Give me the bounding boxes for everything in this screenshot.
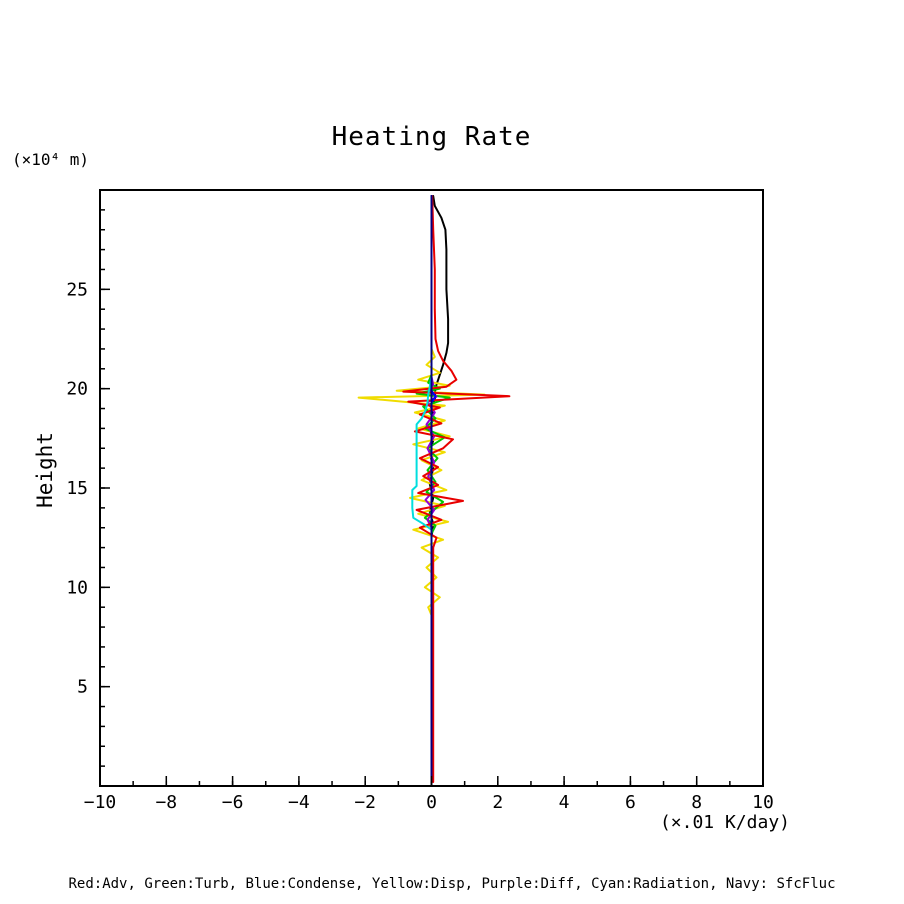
x-axis-unit-label: (×.01 K/day) [659,812,790,833]
series-Radiation [411,195,433,783]
y-tick-label: 10 [66,577,88,598]
y-tick-label: 20 [66,379,88,400]
x-tick-label: −2 [354,792,376,813]
x-tick-label: −6 [222,792,244,813]
x-tick-label: 0 [426,792,437,813]
x-tick-label: −4 [288,792,310,813]
x-tick-label: 2 [492,792,503,813]
series-Disp [357,195,486,783]
x-tick-label: 4 [559,792,570,813]
legend-caption: Red:Adv, Green:Turb, Blue:Condense, Yell… [68,876,836,892]
x-tick-label: −10 [84,792,117,813]
x-tick-label: 10 [752,792,774,813]
series-Adv [402,195,511,783]
x-tick-label: 8 [691,792,702,813]
x-tick-label: −8 [155,792,177,813]
x-tick-label: 6 [625,792,636,813]
y-tick-label: 5 [77,677,88,698]
y-tick-label: 25 [66,279,88,300]
chart-title: Heating Rate [331,122,532,152]
y-axis-unit-label: (×10⁴ m) [12,150,90,169]
y-tick-label: 15 [66,478,88,499]
